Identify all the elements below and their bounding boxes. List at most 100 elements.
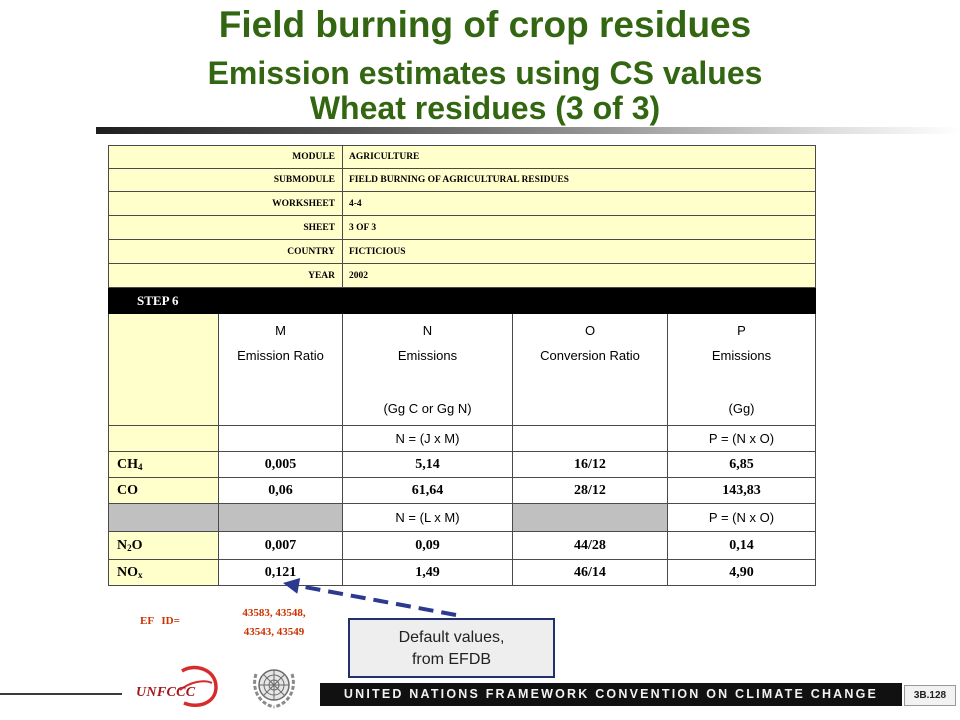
emissions-cell: 0,09 [342,531,513,560]
column-header-content: N Emissions (Gg C or Gg N) [344,315,512,425]
un-emblem-icon [248,664,300,710]
gas-formula-base: NO [117,564,138,580]
arrow-shaft [298,583,457,617]
info-row-country: COUNTRY FICTICIOUS [108,239,816,264]
gas-formula-subscript: 4 [138,461,143,472]
info-row-module: MODULE AGRICULTURE [108,145,816,169]
gas-formula-base: N [117,537,128,553]
info-row-submodule: SUBMODULE FIELD BURNING OF AGRICULTURAL … [108,168,816,192]
conversion-ratio-cell: 28/12 [512,477,668,504]
info-label: SHEET [108,215,343,240]
info-value: 4-4 [342,191,816,216]
info-row-sheet: SHEET 3 OF 3 [108,215,816,240]
column-header-m: M Emission Ratio [218,313,343,426]
footer-rule [0,693,122,695]
shaded-cell [218,503,343,532]
slide-subtitle-detail: Wheat residues (3 of 3) [309,90,661,126]
gas-name: NOx [108,559,219,586]
formula-n: N = (J x M) [342,425,513,452]
column-header-content: M Emission Ratio [220,315,342,425]
emissions-cell: 1,49 [342,559,513,586]
formula-p: P = (N x O) [667,503,816,532]
info-label: YEAR [108,263,343,288]
worksheet-table: MODULE AGRICULTURE SUBMODULE FIELD BURNI… [108,145,816,586]
empty-cell [218,425,343,452]
unfccc-swoosh-icon [179,665,218,708]
column-name: Emissions [397,348,458,363]
emissions-cell: 61,64 [342,477,513,504]
ef-id-line: 43583, 43548, [242,607,306,619]
conversion-ratio-cell: 46/14 [512,559,668,586]
emission-ratio-cell: 0,121 [218,559,343,586]
emission-ratio-cell: 0,06 [218,477,343,504]
step-row: STEP 6 [108,287,816,314]
gas-row-co: CO 0,06 61,64 28/12 143,83 [108,477,816,504]
callout-line: from EFDB [411,651,492,668]
gas-formula-tail: O [131,537,143,553]
info-value: 3 OF 3 [342,215,816,240]
info-value: AGRICULTURE [342,145,816,169]
unfccc-logo: UNFCCC [120,663,220,709]
column-name: Emission Ratio [237,348,324,363]
empty-cell [108,313,219,426]
gas-formula-base: CO [117,482,138,498]
info-label: WORKSHEET [108,191,343,216]
info-row-year: YEAR 2002 [108,263,816,288]
slide-number: 3B.128 [904,685,956,706]
column-letter: M [275,323,286,338]
footer-banner-text: UNITED NATIONS FRAMEWORK CONVENTION ON C… [343,687,879,701]
empty-cell [512,425,668,452]
ef-id-line: 43543, 43549 [243,626,305,638]
info-label: SUBMODULE [108,168,343,192]
info-row-worksheet: WORKSHEET 4-4 [108,191,816,216]
conversion-ratio-cell: 16/12 [512,451,668,478]
emissions-gg-cell: 0,14 [667,531,816,560]
empty-cell [108,425,219,452]
ef-id-label: EF ID= [140,615,180,627]
shaded-cell [108,503,219,532]
formula-n: N = (L x M) [342,503,513,532]
emissions-gg-cell: 143,83 [667,477,816,504]
gas-row-ch4: CH4 0,005 5,14 16/12 6,85 [108,451,816,478]
gas-formula-subscript: 2 [127,542,132,553]
gas-formula-base: CH [117,456,138,472]
emissions-gg-cell: 6,85 [667,451,816,478]
emissions-cell: 5,14 [342,451,513,478]
column-header-row: M Emission Ratio N Emissions (Gg C or Gg… [108,313,816,426]
column-header-content: P Emissions (Gg) [669,315,815,425]
step-label: STEP 6 [108,287,816,314]
column-header-n: N Emissions (Gg C or Gg N) [342,313,513,426]
info-label: MODULE [108,145,343,169]
column-letter: O [584,323,596,338]
column-name: Conversion Ratio [540,348,640,363]
column-letter: P [737,323,746,338]
emissions-gg-cell: 4,90 [667,559,816,586]
info-value: FICTICIOUS [342,239,816,264]
gas-name: CO [108,477,219,504]
column-unit: (Gg C or Gg N) [383,401,472,416]
formula-row: N = (J x M) P = (N x O) [108,425,816,452]
column-name: Emissions [711,348,772,363]
shaded-cell [512,503,668,532]
callout-box: Default values, from EFDB [348,618,555,678]
column-header-content: O Conversion Ratio [514,315,667,425]
info-value: 2002 [342,263,816,288]
title-divider [96,127,960,134]
slide-subtitle: Emission estimates using CS values [207,55,763,91]
info-value: FIELD BURNING OF AGRICULTURAL RESIDUES [342,168,816,192]
footer-banner: UNITED NATIONS FRAMEWORK CONVENTION ON C… [320,683,902,706]
formula-p: P = (N x O) [667,425,816,452]
emission-ratio-cell: 0,007 [218,531,343,560]
gas-row-n2o: N2O 0,007 0,09 44/28 0,14 [108,531,816,560]
slide-title: Field burning of crop residues [218,4,752,45]
gas-formula-subscript: x [138,569,143,580]
column-letter: N [422,323,433,338]
gas-name: N2O [108,531,219,560]
column-unit: (Gg) [728,401,755,416]
gas-row-nox: NOx 0,121 1,49 46/14 4,90 [108,559,816,586]
ef-id-values: 43583, 43548, 43543, 43549 [236,604,312,642]
formula-row: N = (L x M) P = (N x O) [108,503,816,532]
gas-name: CH4 [108,451,219,478]
unfccc-logo-text: UNFCCC [136,685,196,700]
